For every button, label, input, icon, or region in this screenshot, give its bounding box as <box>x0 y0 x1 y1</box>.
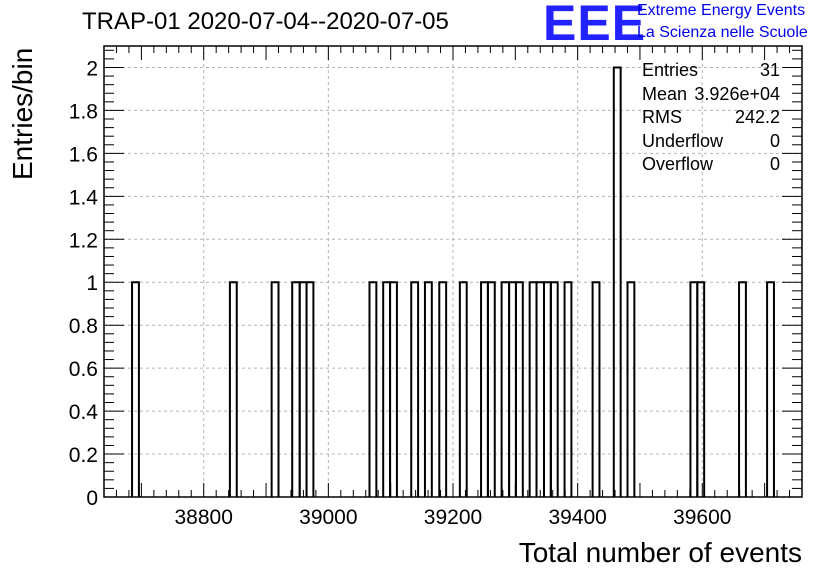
histogram-bin <box>438 281 448 497</box>
histogram-bin <box>368 281 378 497</box>
histogram-bin <box>270 281 280 497</box>
x-tick-labels: 38800 39000 39200 39400 39600 <box>175 506 732 529</box>
histogram-bin <box>612 66 622 497</box>
x-tick-label: 39000 <box>299 506 357 529</box>
stat-value: 31 <box>759 60 780 80</box>
histogram-bin <box>131 281 140 497</box>
chart-title: TRAP-01 2020-07-04--2020-07-05 <box>82 8 449 35</box>
histogram-bin <box>298 281 308 497</box>
y-tick-label: 0.6 <box>69 358 98 381</box>
logo-line-2: La Scienza nelle Scuole <box>637 24 808 41</box>
histogram-bin <box>382 281 392 497</box>
stat-row-rms: RMS 242.2 <box>642 107 780 131</box>
logo-line-1: Extreme Energy Events <box>637 2 806 19</box>
histogram-bin <box>514 281 524 497</box>
stat-value: 0 <box>769 154 780 174</box>
stat-value: 242.2 <box>734 107 780 127</box>
stat-name: Overflow <box>642 154 714 174</box>
histogram-bin <box>228 281 238 497</box>
x-tick-label: 39600 <box>673 506 731 529</box>
stat-name: Entries <box>642 60 699 80</box>
y-tick-label: 0.2 <box>69 444 98 467</box>
x-tick-label: 39400 <box>548 506 606 529</box>
histogram-bin <box>305 281 315 497</box>
histogram-bin <box>591 281 601 497</box>
y-axis-label: Entries/bin <box>7 48 38 180</box>
stats-box: Entries 31 Mean 3.926e+04 RMS 242.2 Unde… <box>642 60 780 178</box>
histogram-bin <box>696 281 706 497</box>
y-tick-label: 1.8 <box>69 100 98 123</box>
x-tick-label: 39200 <box>424 506 482 529</box>
y-tick-labels: 0 0.2 0.4 0.6 0.8 1 1.2 1.4 1.6 1.8 2 <box>69 57 99 510</box>
histogram-bin <box>549 281 559 497</box>
histogram-bars <box>131 66 775 497</box>
histogram-bin <box>738 281 747 497</box>
eee-logo: EEE <box>543 0 647 51</box>
histogram-bin <box>542 281 552 497</box>
x-axis-label: Total number of events <box>519 537 802 568</box>
grid-lines <box>104 46 802 497</box>
histogram-bin <box>563 281 573 497</box>
y-tick-label: 1.2 <box>69 229 98 252</box>
stat-name: Underflow <box>642 130 724 151</box>
y-tick-label: 0.4 <box>69 401 99 424</box>
histogram-bin <box>480 281 489 497</box>
y-tick-label: 2 <box>86 57 98 80</box>
y-tick-label: 1.6 <box>69 143 98 166</box>
x-tick-label: 38800 <box>175 506 233 529</box>
stat-value: 0 <box>769 130 780 151</box>
histogram-bin <box>528 281 538 497</box>
stat-row-entries: Entries 31 <box>642 60 780 84</box>
stat-row-underflow: Underflow 0 <box>642 131 780 155</box>
stat-value: 3.926e+04 <box>694 83 780 104</box>
histogram-bin <box>389 281 398 497</box>
stat-row-overflow: Overflow 0 <box>642 154 780 178</box>
y-tick-label: 1 <box>86 272 98 295</box>
axis-ticks <box>103 46 803 498</box>
y-tick-label: 0.8 <box>69 315 98 338</box>
stat-name: RMS <box>642 107 682 127</box>
stat-name: Mean <box>642 83 688 104</box>
y-tick-label: 0 <box>86 487 98 510</box>
histogram-bin <box>766 281 775 497</box>
histogram-bin <box>508 281 517 497</box>
histogram-bin <box>500 281 511 497</box>
histogram-bin <box>410 281 420 497</box>
stat-row-mean: Mean 3.926e+04 <box>642 84 780 108</box>
histogram-bin <box>423 281 433 497</box>
y-tick-label: 1.4 <box>69 186 99 209</box>
histogram-bin <box>458 281 468 497</box>
histogram-bin <box>486 281 496 497</box>
histogram-bin <box>626 281 636 497</box>
histogram-bin <box>291 281 301 497</box>
histogram-bin <box>689 281 699 497</box>
histogram-bin <box>535 281 545 497</box>
